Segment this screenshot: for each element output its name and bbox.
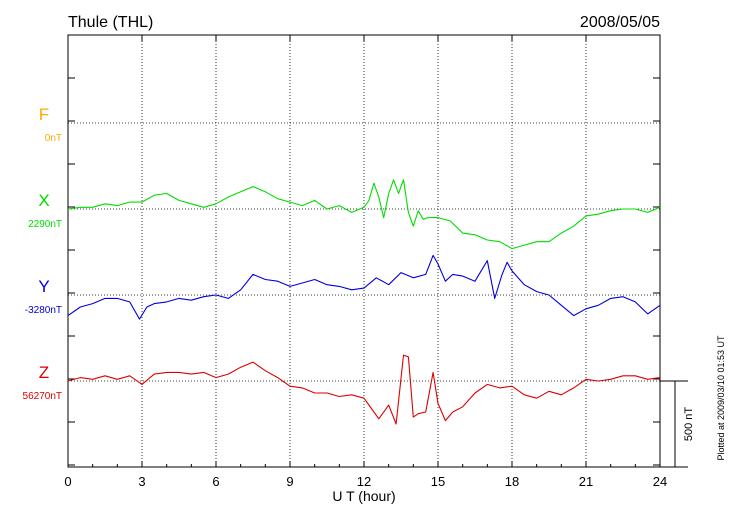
x-tick-label: 3: [138, 474, 145, 489]
x-ticks: 0 3 6 9 12 15 18 21 24: [64, 35, 667, 489]
x-tick-label: 12: [357, 474, 371, 489]
x-tick-label: 0: [64, 474, 71, 489]
chart-title: Thule (THL): [68, 14, 153, 31]
series-lines: [67, 179, 661, 425]
chart-date: 2008/05/05: [580, 14, 660, 31]
series-line-x: [67, 179, 661, 250]
baseline-label-y: -3280nT: [25, 305, 62, 316]
x-tick-label: 18: [505, 474, 519, 489]
baseline-label-x: 2290nT: [28, 219, 62, 230]
baseline-label-f: 0nT: [45, 133, 62, 144]
baseline-label-z: 56270nT: [23, 391, 62, 402]
series-labels: F 0nT X 2290nT Y -3280nT Z 56270nT: [23, 105, 62, 402]
x-tick-label: 6: [212, 474, 219, 489]
plot-footer: Plotted at 2009/03/10 01:53 UT: [716, 335, 726, 461]
x-tick-label: 24: [653, 474, 667, 489]
series-name-x: X: [38, 191, 49, 210]
scale-bar: 500 nT: [660, 380, 695, 468]
x-tick-label: 15: [431, 474, 445, 489]
x-tick-label: 9: [286, 474, 293, 489]
series-line-z: [67, 354, 661, 425]
x-axis-label: U T (hour): [332, 488, 395, 504]
grid: [68, 35, 660, 467]
series-name-y: Y: [38, 277, 49, 296]
series-name-z: Z: [39, 363, 49, 382]
scale-bar-label: 500 nT: [683, 407, 695, 442]
series-name-f: F: [39, 105, 49, 124]
series-line-y: [67, 254, 661, 320]
x-tick-label: 21: [579, 474, 593, 489]
